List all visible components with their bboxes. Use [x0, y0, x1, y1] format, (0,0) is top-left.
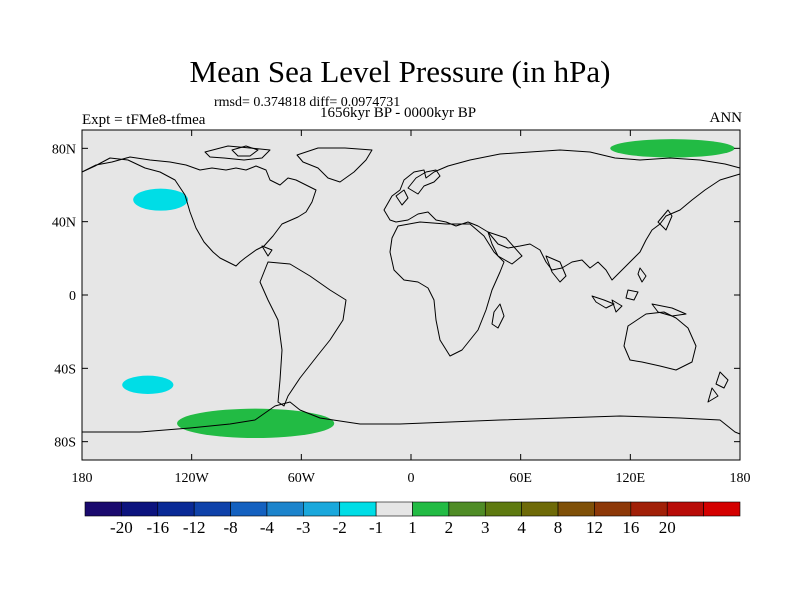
colorbar-box	[157, 501, 195, 517]
colorbar-box	[484, 501, 522, 517]
colorbar-label: 2	[445, 518, 454, 537]
colorbar-label: 8	[554, 518, 563, 537]
colorbar-label: -2	[333, 518, 347, 537]
anomaly-layer	[122, 139, 735, 439]
lat-tick-label: 0	[69, 289, 76, 304]
colorbar-box	[339, 501, 377, 517]
colorbar-label: 12	[586, 518, 603, 537]
colorbar-label: -1	[369, 518, 383, 537]
colorbar-box	[594, 501, 632, 517]
colorbar-label: -20	[110, 518, 133, 537]
anomaly-antarctic-positive	[177, 408, 335, 439]
chart-title: Mean Sea Level Pressure (in hPa)	[189, 54, 611, 89]
colorbar-label: -12	[183, 518, 206, 537]
axis-ticks	[81, 130, 741, 460]
colorbar: -20 -16 -12 -8 -4 -3 -2 -1 1 2 3 4 8 12 16 20	[84, 501, 741, 537]
lon-tick-label: 120E	[616, 471, 646, 486]
colorbar-box	[412, 501, 450, 517]
colorbar-box	[303, 501, 341, 517]
lat-tick-label: 40S	[54, 362, 76, 377]
colorbar-label: 20	[659, 518, 676, 537]
colorbar-box	[266, 501, 304, 517]
colorbar-box	[230, 501, 268, 517]
colorbar-label: 4	[517, 518, 526, 537]
colorbar-label: -3	[296, 518, 310, 537]
colorbar-box	[521, 501, 559, 517]
colorbar-label: 3	[481, 518, 490, 537]
colorbar-box	[666, 501, 704, 517]
colorbar-box	[121, 501, 159, 517]
colorbar-box	[448, 501, 486, 517]
lat-tick-label: 80S	[54, 436, 76, 451]
coastlines	[81, 145, 741, 461]
season-label: ANN	[709, 110, 743, 126]
axis-tick-labels: 80N 40N 0 40S 80S 180 120W 60W 0 60E 120E 180	[52, 142, 751, 486]
map-background	[82, 130, 740, 460]
lon-tick-label: 180	[72, 471, 93, 486]
lon-tick-label: 60W	[288, 471, 316, 486]
anomaly-south-pacific-negative	[122, 375, 174, 395]
anomaly-north-pacific-negative	[133, 188, 189, 211]
colorbar-label: -16	[146, 518, 169, 537]
lon-tick-label: 60E	[509, 471, 532, 486]
colorbar-box	[557, 501, 595, 517]
colorbar-label: -8	[223, 518, 237, 537]
anomaly-arctic-positive	[610, 139, 735, 158]
colorbar-label: 1	[408, 518, 417, 537]
colorbar-label: 16	[622, 518, 639, 537]
lon-tick-label: 120W	[175, 471, 210, 486]
lat-tick-label: 40N	[52, 216, 76, 231]
lat-tick-label: 80N	[52, 142, 76, 157]
experiment-label: Expt = tFMe8-tfmea	[82, 112, 206, 128]
colorbar-box	[703, 501, 741, 517]
lon-tick-label: 180	[730, 471, 751, 486]
period-subtitle: 1656kyr BP - 0000kyr BP	[320, 105, 477, 121]
colorbar-box	[375, 501, 413, 517]
colorbar-box	[84, 501, 122, 517]
colorbar-label: -4	[260, 518, 275, 537]
rmsd-subtitle: rmsd= 0.374818 diff= 0.0974731	[214, 95, 401, 110]
lon-tick-label: 0	[408, 471, 415, 486]
colorbar-box	[630, 501, 668, 517]
colorbar-box	[193, 501, 231, 517]
